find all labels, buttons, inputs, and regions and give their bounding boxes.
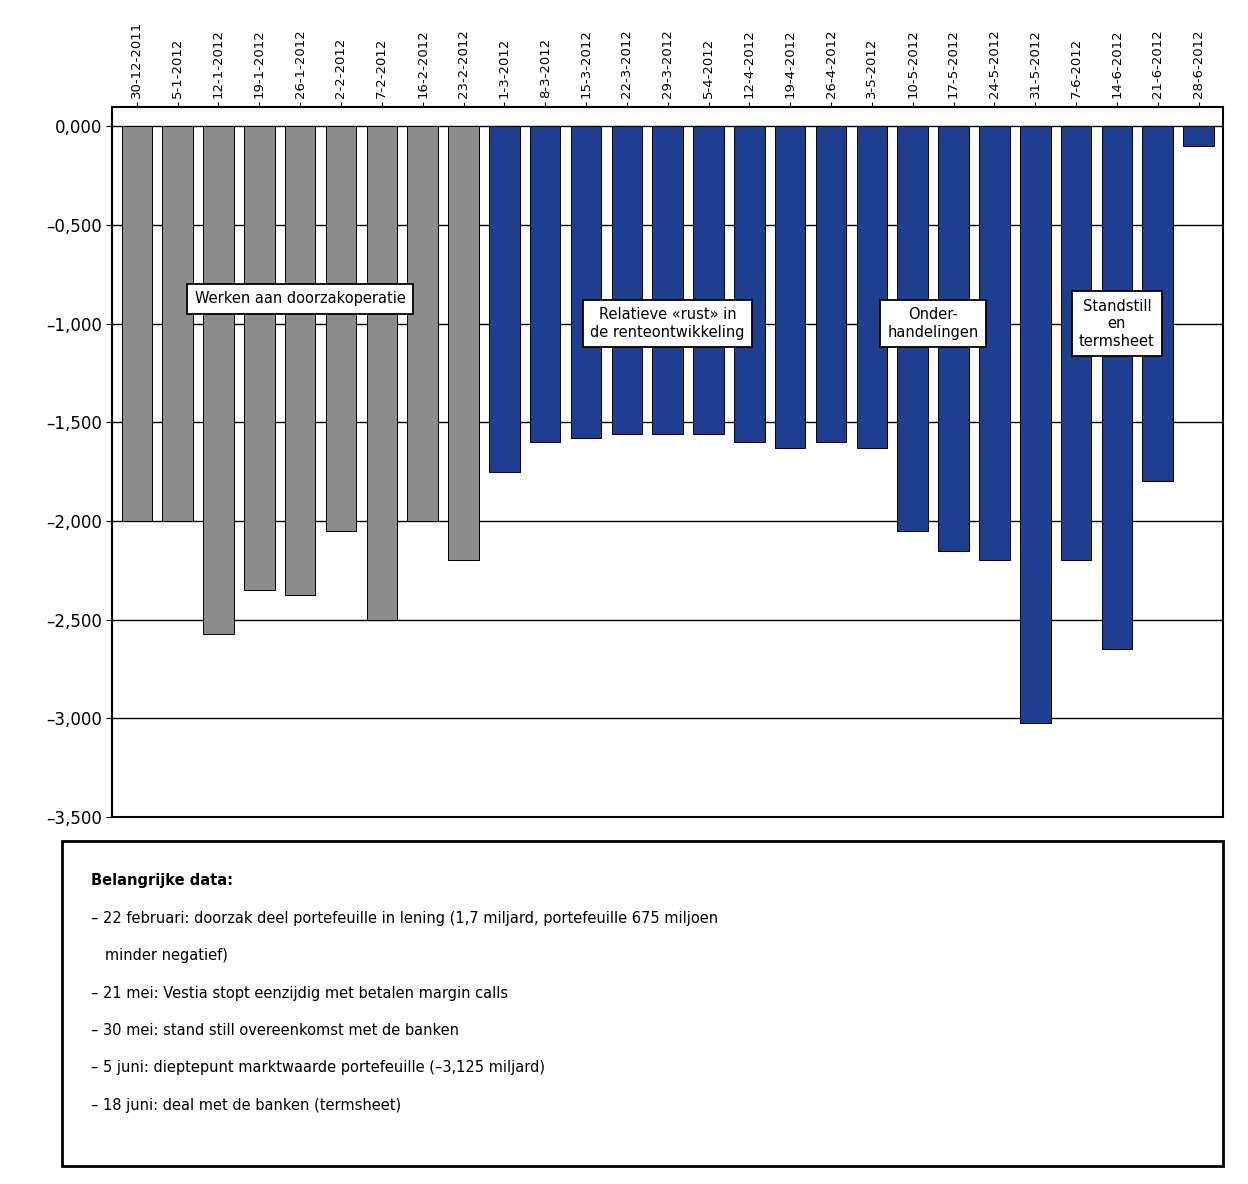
Bar bbox=[530, 127, 560, 442]
Bar bbox=[489, 127, 519, 471]
Text: Relatieve «rust» in
de renteontwikkeling: Relatieve «rust» in de renteontwikkeling bbox=[590, 308, 745, 340]
Bar bbox=[121, 127, 152, 521]
Text: – 18 juni: deal met de banken (termsheet): – 18 juni: deal met de banken (termsheet… bbox=[91, 1098, 402, 1113]
Bar bbox=[162, 127, 193, 521]
Bar bbox=[326, 127, 357, 530]
Text: Werken aan doorzakoperatie: Werken aan doorzakoperatie bbox=[195, 291, 406, 307]
Bar bbox=[367, 127, 397, 619]
Text: minder negatief): minder negatief) bbox=[91, 948, 228, 963]
Bar bbox=[245, 127, 275, 590]
Bar bbox=[693, 127, 724, 435]
Bar bbox=[856, 127, 887, 448]
Bar bbox=[897, 127, 929, 530]
Bar bbox=[203, 127, 233, 635]
Text: Onder-
handelingen: Onder- handelingen bbox=[887, 308, 978, 340]
Bar bbox=[448, 127, 479, 560]
Bar bbox=[1102, 127, 1132, 649]
Bar bbox=[978, 127, 1010, 560]
Bar bbox=[1061, 127, 1091, 560]
Bar bbox=[285, 127, 316, 594]
Bar bbox=[734, 127, 765, 442]
Text: – 30 mei: stand still overeenkomst met de banken: – 30 mei: stand still overeenkomst met d… bbox=[91, 1023, 459, 1038]
Bar bbox=[1020, 127, 1051, 723]
FancyBboxPatch shape bbox=[62, 841, 1223, 1166]
Text: Belangrijke data:: Belangrijke data: bbox=[91, 874, 233, 888]
Bar bbox=[612, 127, 643, 435]
Text: Standstill
en
termsheet: Standstill en termsheet bbox=[1080, 298, 1154, 348]
Bar bbox=[653, 127, 683, 435]
Bar bbox=[938, 127, 968, 551]
Bar bbox=[1183, 127, 1214, 146]
Text: – 5 juni: dieptepunt marktwaarde portefeuille (–3,125 miljard): – 5 juni: dieptepunt marktwaarde portefe… bbox=[91, 1061, 545, 1075]
Bar bbox=[775, 127, 805, 448]
Bar bbox=[816, 127, 846, 442]
Bar bbox=[1142, 127, 1173, 482]
Bar bbox=[570, 127, 602, 438]
Bar bbox=[407, 127, 438, 521]
Text: – 21 mei: Vestia stopt eenzijdig met betalen margin calls: – 21 mei: Vestia stopt eenzijdig met bet… bbox=[91, 985, 508, 1000]
Text: – 22 februari: doorzak deel portefeuille in lening (1,7 miljard, portefeuille 67: – 22 februari: doorzak deel portefeuille… bbox=[91, 910, 719, 926]
